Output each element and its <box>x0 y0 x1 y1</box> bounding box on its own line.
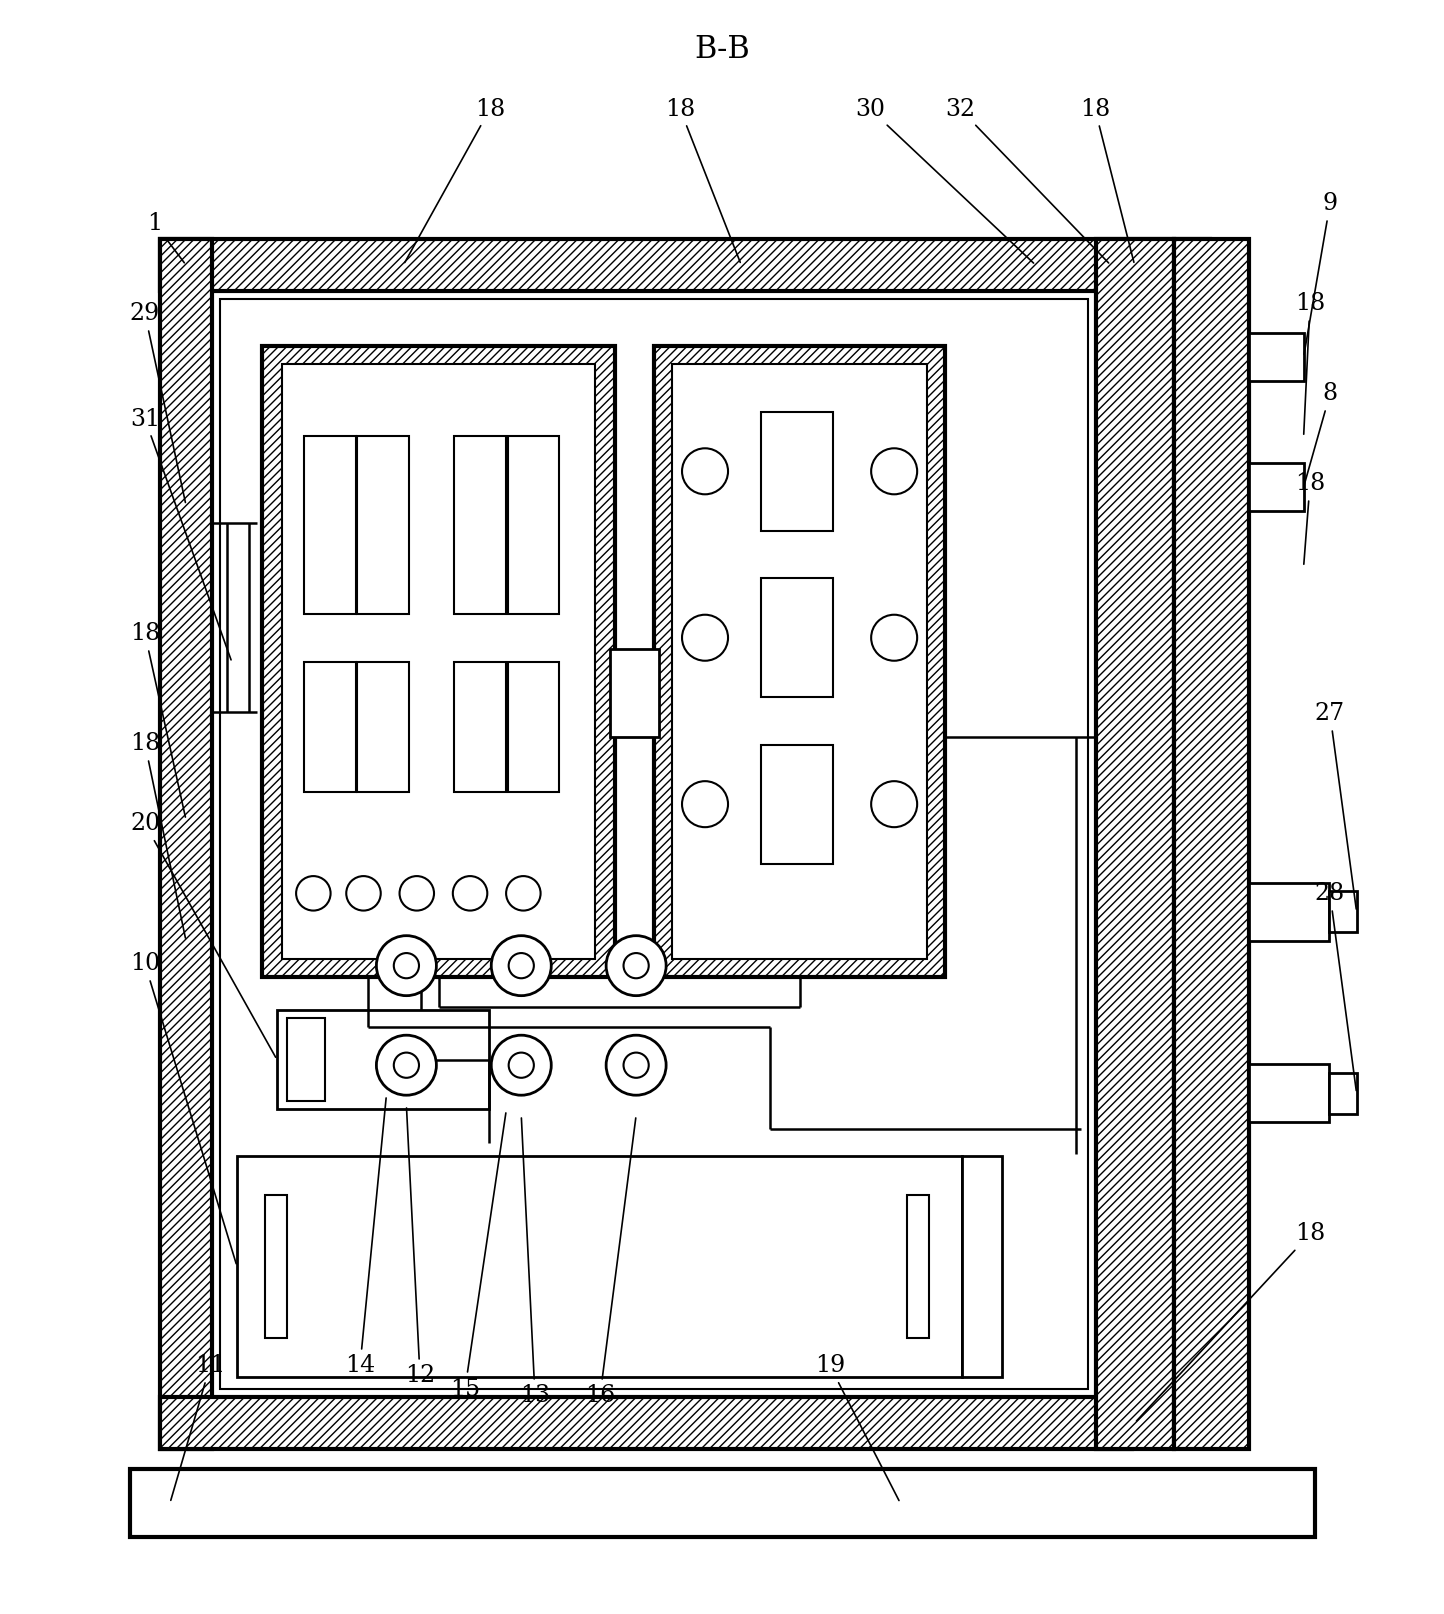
Bar <box>261 347 615 976</box>
Bar <box>1328 891 1356 933</box>
Text: 1: 1 <box>147 213 185 263</box>
Text: 30: 30 <box>855 97 1034 263</box>
Circle shape <box>606 936 666 996</box>
Circle shape <box>624 1052 648 1078</box>
Text: 18: 18 <box>1295 473 1326 565</box>
Text: 16: 16 <box>585 1119 635 1407</box>
Circle shape <box>400 876 435 910</box>
Bar <box>219 299 1087 1390</box>
Bar <box>160 239 212 1449</box>
Bar <box>130 1469 1315 1537</box>
Circle shape <box>508 1052 534 1078</box>
Circle shape <box>394 952 419 978</box>
Circle shape <box>606 1035 666 1096</box>
Text: B-B: B-B <box>695 34 749 65</box>
Text: 10: 10 <box>130 952 237 1264</box>
Bar <box>1249 883 1328 941</box>
Bar <box>357 662 409 792</box>
Bar <box>1096 239 1174 1449</box>
Text: 18: 18 <box>130 733 185 938</box>
Bar <box>282 365 595 959</box>
Circle shape <box>505 876 540 910</box>
Circle shape <box>377 1035 436 1096</box>
Bar <box>1174 239 1249 1449</box>
Bar <box>303 662 355 792</box>
Bar <box>1249 332 1304 381</box>
Text: 18: 18 <box>1136 1222 1326 1420</box>
Text: 11: 11 <box>170 1354 225 1501</box>
Text: 19: 19 <box>814 1354 900 1501</box>
Bar <box>761 578 833 697</box>
Bar <box>962 1156 1002 1377</box>
Text: 14: 14 <box>345 1098 386 1377</box>
Text: 18: 18 <box>130 623 185 817</box>
Bar <box>671 365 927 959</box>
Bar <box>160 1398 1132 1449</box>
Text: 13: 13 <box>520 1119 550 1407</box>
Text: 32: 32 <box>944 97 1109 263</box>
Circle shape <box>394 1052 419 1078</box>
Bar <box>237 1156 962 1377</box>
Text: 12: 12 <box>404 1107 435 1388</box>
Text: 28: 28 <box>1315 883 1356 1091</box>
Text: 18: 18 <box>664 97 741 263</box>
Bar <box>266 1194 287 1338</box>
Circle shape <box>491 1035 552 1096</box>
Circle shape <box>508 952 534 978</box>
Circle shape <box>682 781 728 826</box>
Bar <box>287 1018 325 1101</box>
Circle shape <box>491 936 552 996</box>
Bar <box>455 662 505 792</box>
Text: 31: 31 <box>130 407 231 660</box>
Bar <box>1249 1064 1328 1122</box>
Text: 18: 18 <box>1295 292 1326 434</box>
Bar <box>654 347 946 976</box>
Text: 15: 15 <box>451 1114 505 1401</box>
Circle shape <box>377 936 436 996</box>
Text: 18: 18 <box>404 97 505 263</box>
Bar <box>611 649 658 738</box>
Bar <box>1249 463 1304 512</box>
Text: 27: 27 <box>1315 702 1356 909</box>
Bar <box>160 239 1210 291</box>
Circle shape <box>453 876 487 910</box>
Bar <box>761 744 833 863</box>
Text: 29: 29 <box>130 302 185 502</box>
Circle shape <box>871 615 917 660</box>
Circle shape <box>682 449 728 494</box>
Bar <box>761 412 833 531</box>
Circle shape <box>296 876 331 910</box>
Bar <box>1328 1073 1356 1114</box>
Text: 8: 8 <box>1304 383 1337 484</box>
Circle shape <box>624 952 648 978</box>
Circle shape <box>871 449 917 494</box>
Bar <box>907 1194 928 1338</box>
Circle shape <box>682 615 728 660</box>
Text: 9: 9 <box>1304 192 1337 353</box>
Bar <box>508 436 559 613</box>
Bar <box>212 291 1096 1398</box>
Text: 18: 18 <box>1080 97 1134 263</box>
Bar <box>455 436 505 613</box>
Circle shape <box>871 781 917 826</box>
Text: 20: 20 <box>130 812 276 1057</box>
Circle shape <box>347 876 381 910</box>
Bar <box>303 436 355 613</box>
Bar <box>357 436 409 613</box>
Bar <box>277 1010 490 1109</box>
Bar <box>508 662 559 792</box>
